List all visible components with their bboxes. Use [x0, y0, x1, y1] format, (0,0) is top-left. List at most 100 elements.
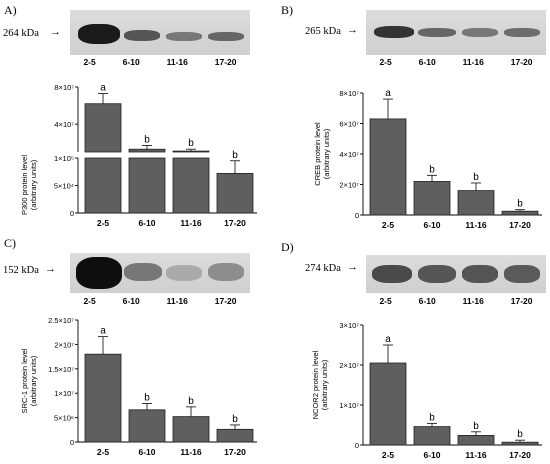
- bar: [413, 426, 451, 446]
- lane-label: 17-20: [214, 296, 237, 306]
- western-blot: [70, 253, 250, 293]
- lane-label: 6-10: [418, 57, 436, 67]
- x-tick-label: 17-20: [224, 218, 246, 228]
- y-tick-label: 1×10⁷: [339, 401, 359, 410]
- lane-labels: 2-5 6-10 11-16 17-20: [70, 296, 250, 306]
- lane-label: 6-10: [418, 296, 436, 306]
- y-axis-label: CREB protein level: [313, 122, 322, 186]
- lane-label: 2-5: [379, 296, 392, 306]
- lane-label: 17-20: [214, 57, 237, 67]
- bar: [369, 362, 407, 446]
- y-tick-label: 8×10⁷: [339, 89, 359, 98]
- lane-labels: 2-5 6-10 11-16 17-20: [366, 57, 546, 67]
- arrow-icon: →: [347, 24, 358, 36]
- lane-label: 2-5: [83, 57, 96, 67]
- significance-letter: a: [385, 334, 391, 345]
- x-tick-label: 17-20: [224, 447, 246, 457]
- significance-letter: b: [144, 392, 150, 403]
- chart-svg: 8×10⁷ 6×10⁷ 4×10⁷ 2×10⁷ 0 a 2-5 b 6-10 b 11-16 b 17-…: [313, 88, 542, 230]
- chart-svg: 8×10⁷ 4×10⁷ 1×10⁵ 5×10⁴ 0 a 2-5 b 6-10 b 11-16 b 17-…: [20, 83, 257, 228]
- lane-label: 11-16: [462, 57, 484, 67]
- significance-letter: a: [100, 326, 106, 337]
- arrow-icon: →: [45, 263, 56, 275]
- y-axis-label: (arbitrary units): [320, 359, 329, 410]
- panel-label: B): [281, 3, 293, 17]
- bar: [128, 409, 166, 443]
- significance-letter: b: [473, 421, 479, 432]
- x-tick-label: 2-5: [382, 220, 395, 230]
- y-tick-label: 4×10⁷: [339, 150, 359, 159]
- y-tick-label: 0: [355, 441, 359, 450]
- y-tick-label: 2×10⁷: [339, 181, 359, 190]
- western-blot: [366, 255, 546, 293]
- lane-labels: 2-5 6-10 11-16 17-20: [70, 57, 250, 67]
- x-tick-label: 11-16: [180, 218, 202, 228]
- lane-label: 11-16: [166, 296, 188, 306]
- significance-letter: b: [232, 414, 238, 425]
- significance-letter: b: [473, 172, 479, 183]
- y-axis-label: SRC-1 protein level: [20, 348, 29, 413]
- panel-label: D): [281, 240, 294, 254]
- bar: [172, 150, 210, 153]
- y-tick-label: 2.5×10⁷: [48, 316, 74, 325]
- western-blot: [70, 10, 250, 55]
- significance-letter: b: [232, 150, 238, 161]
- y-tick-label: 8×10⁷: [54, 83, 74, 92]
- y-tick-label: 5×10⁶: [54, 414, 74, 423]
- y-tick-label: 4×10⁷: [54, 120, 74, 129]
- y-tick-label: 0: [70, 438, 74, 447]
- x-tick-label: 2-5: [97, 447, 110, 457]
- lane-label: 6-10: [122, 296, 140, 306]
- panel-label: C): [4, 236, 16, 250]
- significance-letter: b: [188, 396, 194, 407]
- kda-label: 152 kDa: [3, 265, 39, 276]
- bar: [128, 157, 166, 214]
- x-tick-label: 2-5: [382, 450, 395, 460]
- chart-svg: 3×10⁷ 2×10⁷ 1×10⁷ 0 a 2-5 b 6-10 b 11-16 b 17-20 NCO…: [311, 321, 542, 460]
- bar: [413, 181, 451, 216]
- bar: [84, 103, 122, 153]
- y-tick-label: 0: [70, 209, 74, 218]
- x-tick-label: 6-10: [423, 450, 440, 460]
- bar: [369, 118, 407, 216]
- x-tick-label: 17-20: [509, 450, 531, 460]
- bar: [216, 173, 254, 214]
- x-tick-label: 6-10: [423, 220, 440, 230]
- lane-label: 11-16: [462, 296, 484, 306]
- chart-svg: 2.5×10⁷ 2×10⁷ 1.5×10⁷ 1×10⁷ 5×10⁶ 0 a 2-5 b 6-10 b…: [20, 316, 257, 457]
- y-tick-label: 1×10⁷: [54, 389, 74, 398]
- x-tick-label: 11-16: [180, 447, 202, 457]
- significance-letter: b: [429, 164, 435, 175]
- bar: [172, 157, 210, 214]
- bar: [457, 435, 495, 446]
- significance-letter: b: [144, 135, 150, 146]
- arrow-icon: →: [50, 26, 61, 38]
- western-blot: [366, 10, 546, 55]
- lane-label: 2-5: [83, 296, 96, 306]
- bar: [84, 157, 122, 214]
- significance-letter: b: [429, 412, 435, 423]
- x-tick-label: 6-10: [138, 218, 155, 228]
- kda-label: 264 kDa: [3, 28, 39, 39]
- y-axis-label: (arbitrary units): [322, 128, 331, 179]
- y-tick-label: 1×10⁵: [54, 154, 74, 163]
- lane-label: 11-16: [166, 57, 188, 67]
- significance-letter: a: [100, 83, 106, 94]
- y-tick-label: 2×10⁷: [339, 361, 359, 370]
- x-tick-label: 11-16: [465, 220, 487, 230]
- arrow-icon: →: [347, 261, 358, 273]
- lane-label: 2-5: [379, 57, 392, 67]
- y-tick-label: 0: [355, 211, 359, 220]
- lane-label: 6-10: [122, 57, 140, 67]
- y-tick-label: 2×10⁷: [54, 340, 74, 349]
- lane-label: 17-20: [510, 296, 533, 306]
- significance-letter: a: [385, 88, 391, 99]
- y-axis-label: P300 protein level: [20, 155, 29, 215]
- y-axis-label: (arbitrary units): [29, 159, 38, 210]
- kda-label: 265 kDa: [305, 26, 341, 37]
- lane-labels: 2-5 6-10 11-16 17-20: [366, 296, 546, 306]
- bar: [501, 441, 539, 446]
- x-tick-label: 2-5: [97, 218, 110, 228]
- x-tick-label: 11-16: [465, 450, 487, 460]
- significance-letter: b: [517, 199, 523, 210]
